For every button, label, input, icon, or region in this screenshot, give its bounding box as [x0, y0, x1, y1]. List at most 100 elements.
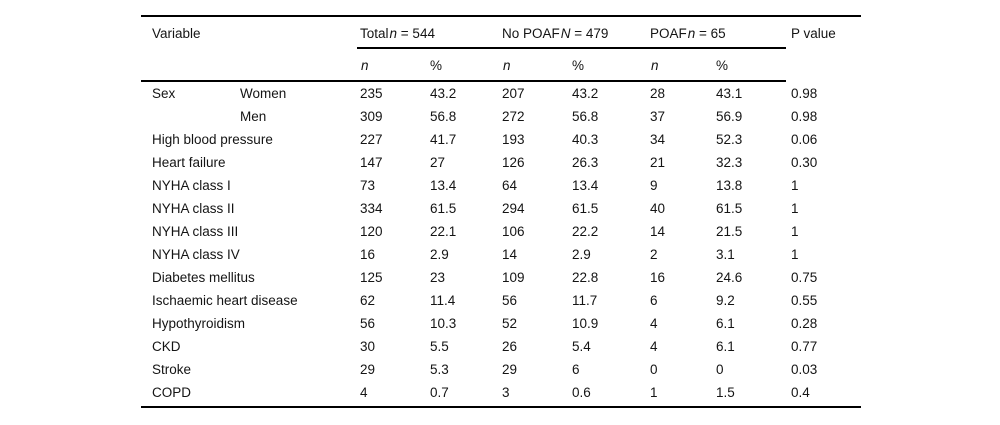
- group-name-poaf: POAF: [650, 26, 687, 41]
- total-pct-cell: 41.7: [430, 132, 457, 147]
- p-value-cell: 1: [791, 201, 799, 216]
- nopoaf-pct-cell: 22.2: [572, 224, 599, 239]
- column-header-poaf: POAFn = 65: [650, 26, 791, 41]
- poaf-pct-cell: 6.1: [716, 339, 735, 354]
- nopoaf-n-cell: 207: [502, 86, 525, 101]
- total-n-cell: 120: [360, 224, 383, 239]
- table-bottom-rule: [141, 406, 861, 408]
- group-name-no-poaf: No POAF: [502, 26, 560, 41]
- total-n-cell: 4: [360, 385, 368, 400]
- total-n-cell: 29: [360, 362, 376, 377]
- poaf-pct-cell: 52.3: [716, 132, 743, 147]
- poaf-n-cell: 4: [650, 316, 658, 331]
- nopoaf-pct-cell: 26.3: [572, 155, 599, 170]
- p-value-cell: 0.75: [791, 270, 818, 285]
- group-count-poaf: = 65: [695, 26, 726, 41]
- p-value-cell: 0.30: [791, 155, 818, 170]
- nopoaf-n-cell: 14: [502, 247, 518, 262]
- poaf-pct-cell: 56.9: [716, 109, 743, 124]
- subheader-poaf-n: n: [651, 58, 659, 73]
- variable-sub-cell: [240, 293, 360, 308]
- table-row: Heart failure 147 27 126 26.3 21 32.3 0.…: [141, 155, 861, 170]
- table-row: NYHA class I 73 13.4 64 13.4 9 13.8 1: [141, 178, 861, 193]
- variable-cell: Stroke: [152, 362, 192, 377]
- table-row: COPD 4 0.7 3 0.6 1 1.5 0.4: [141, 385, 861, 400]
- poaf-pct-cell: 6.1: [716, 316, 735, 331]
- table-row: Ischaemic heart disease 62 11.4 56 11.7 …: [141, 293, 861, 308]
- variable-sub-cell: [240, 155, 360, 170]
- total-pct-cell: 56.8: [430, 109, 457, 124]
- table-row: NYHA class II 334 61.5 294 61.5 40 61.5 …: [141, 201, 861, 216]
- nopoaf-pct-cell: 10.9: [572, 316, 599, 331]
- nopoaf-n-cell: 109: [502, 270, 525, 285]
- poaf-pct-cell: 0: [716, 362, 724, 377]
- poaf-n-cell: 40: [650, 201, 666, 216]
- nopoaf-pct-cell: 2.9: [572, 247, 591, 262]
- table-row: Diabetes mellitus 125 23 109 22.8 16 24.…: [141, 270, 861, 285]
- poaf-n-cell: 34: [650, 132, 666, 147]
- variable-sub-cell: [240, 132, 360, 147]
- nopoaf-pct-cell: 40.3: [572, 132, 599, 147]
- subheader-poaf-pct: %: [716, 58, 729, 73]
- table-group-header-row: Variable Totaln = 544 No POAFN = 479 POA…: [141, 26, 861, 41]
- group-symbol-no-poaf: N: [560, 26, 571, 41]
- poaf-n-cell: 21: [650, 155, 666, 170]
- variable-sub-cell: [240, 362, 360, 377]
- poaf-pct-cell: 9.2: [716, 293, 735, 308]
- p-value-cell: 0.28: [791, 316, 818, 331]
- nopoaf-n-cell: 29: [502, 362, 518, 377]
- total-pct-cell: 5.3: [430, 362, 449, 377]
- table-subheader-row: n % n % n %: [141, 58, 861, 73]
- variable-cell: CKD: [152, 339, 181, 354]
- table-row: NYHA class III 120 22.1 106 22.2 14 21.5…: [141, 224, 861, 239]
- table-row: Hypothyroidism 56 10.3 52 10.9 4 6.1 0.2…: [141, 316, 861, 331]
- p-value-cell: 0.98: [791, 109, 818, 124]
- poaf-n-cell: 0: [650, 362, 658, 377]
- variable-sub-cell: [240, 270, 360, 285]
- table-row: Men 309 56.8 272 56.8 37 56.9 0.98: [141, 109, 861, 124]
- poaf-pct-cell: 1.5: [716, 385, 735, 400]
- nopoaf-n-cell: 3: [502, 385, 510, 400]
- total-pct-cell: 5.5: [430, 339, 449, 354]
- variable-cell: Heart failure: [152, 155, 226, 170]
- total-pct-cell: 2.9: [430, 247, 449, 262]
- p-value-cell: 0.98: [791, 86, 818, 101]
- total-n-cell: 73: [360, 178, 376, 193]
- total-n-cell: 125: [360, 270, 383, 285]
- nopoaf-n-cell: 56: [502, 293, 518, 308]
- variable-sub-cell: [240, 316, 360, 331]
- total-n-cell: 62: [360, 293, 376, 308]
- baseline-characteristics-table: Variable Totaln = 544 No POAFN = 479 POA…: [141, 15, 861, 415]
- total-n-cell: 227: [360, 132, 383, 147]
- table-row: CKD 30 5.5 26 5.4 4 6.1 0.77: [141, 339, 861, 354]
- poaf-n-cell: 1: [650, 385, 658, 400]
- column-header-no-poaf: No POAFN = 479: [502, 26, 650, 41]
- total-n-cell: 309: [360, 109, 383, 124]
- poaf-pct-cell: 3.1: [716, 247, 735, 262]
- variable-sub-cell: [240, 201, 360, 216]
- variable-sub-cell: [240, 339, 360, 354]
- total-pct-cell: 0.7: [430, 385, 449, 400]
- subheader-total-n: n: [361, 58, 369, 73]
- total-pct-cell: 61.5: [430, 201, 457, 216]
- variable-cell: NYHA class IV: [152, 247, 240, 262]
- total-pct-cell: 43.2: [430, 86, 457, 101]
- table-row: High blood pressure 227 41.7 193 40.3 34…: [141, 132, 861, 147]
- poaf-pct-cell: 24.6: [716, 270, 743, 285]
- poaf-pct-cell: 61.5: [716, 201, 743, 216]
- subheader-total-pct: %: [430, 58, 443, 73]
- variable-cell: NYHA class III: [152, 224, 239, 239]
- nopoaf-pct-cell: 56.8: [572, 109, 599, 124]
- variable-cell: Diabetes mellitus: [152, 270, 255, 285]
- p-value-cell: 0.55: [791, 293, 818, 308]
- poaf-pct-cell: 13.8: [716, 178, 743, 193]
- total-pct-cell: 27: [430, 155, 446, 170]
- variable-cell: High blood pressure: [152, 132, 273, 147]
- poaf-n-cell: 28: [650, 86, 666, 101]
- variable-sub-cell: Men: [240, 109, 267, 124]
- poaf-pct-cell: 43.1: [716, 86, 743, 101]
- total-pct-cell: 22.1: [430, 224, 457, 239]
- nopoaf-pct-cell: 61.5: [572, 201, 599, 216]
- total-pct-cell: 13.4: [430, 178, 457, 193]
